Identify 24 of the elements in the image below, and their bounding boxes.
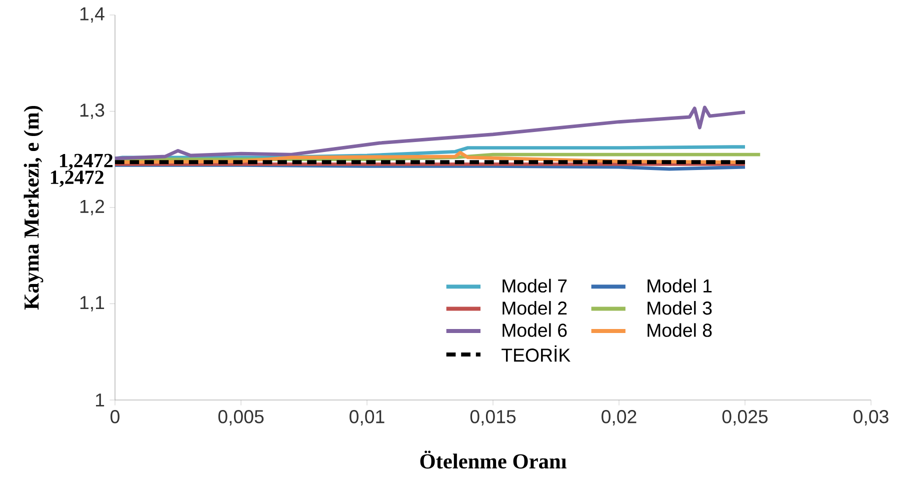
legend-label: Model 8 bbox=[648, 323, 712, 337]
y-tick-label: 1,3 bbox=[80, 104, 104, 119]
x-tick-label: 0,015 bbox=[470, 410, 516, 426]
x-tick-label: 0,03 bbox=[854, 410, 888, 426]
legend-label: Model 7 bbox=[502, 278, 567, 293]
y-tick-label: 1,2 bbox=[80, 200, 104, 216]
y-tick-label: 1 bbox=[96, 394, 104, 406]
legend-label: Model 3 bbox=[648, 301, 712, 315]
y-tick-label: 1,1 bbox=[80, 296, 104, 312]
legend-label: TEORİK bbox=[502, 345, 570, 362]
x-axis-title: Ötelenme Oranı bbox=[420, 450, 566, 469]
x-tick-label: 0,01 bbox=[350, 410, 384, 426]
x-tick-label: 0,025 bbox=[722, 410, 768, 426]
x-tick-label: 0,02 bbox=[602, 410, 636, 426]
legend-label: Model 1 bbox=[648, 278, 712, 293]
text: 1,2472 bbox=[50, 170, 104, 187]
annotation: 1,2472 bbox=[60, 154, 113, 170]
line-series bbox=[113, 106, 747, 160]
y-tick-label: 1,4 bbox=[80, 7, 104, 23]
x-tick-label: 0,005 bbox=[218, 410, 264, 426]
legend-label: Model 6 bbox=[502, 323, 567, 337]
y-axis-title: Kayma Merkezi, e (m) bbox=[24, 106, 44, 310]
legend-label: Model 2 bbox=[502, 301, 567, 315]
x-tick-label: 0 bbox=[110, 410, 120, 424]
